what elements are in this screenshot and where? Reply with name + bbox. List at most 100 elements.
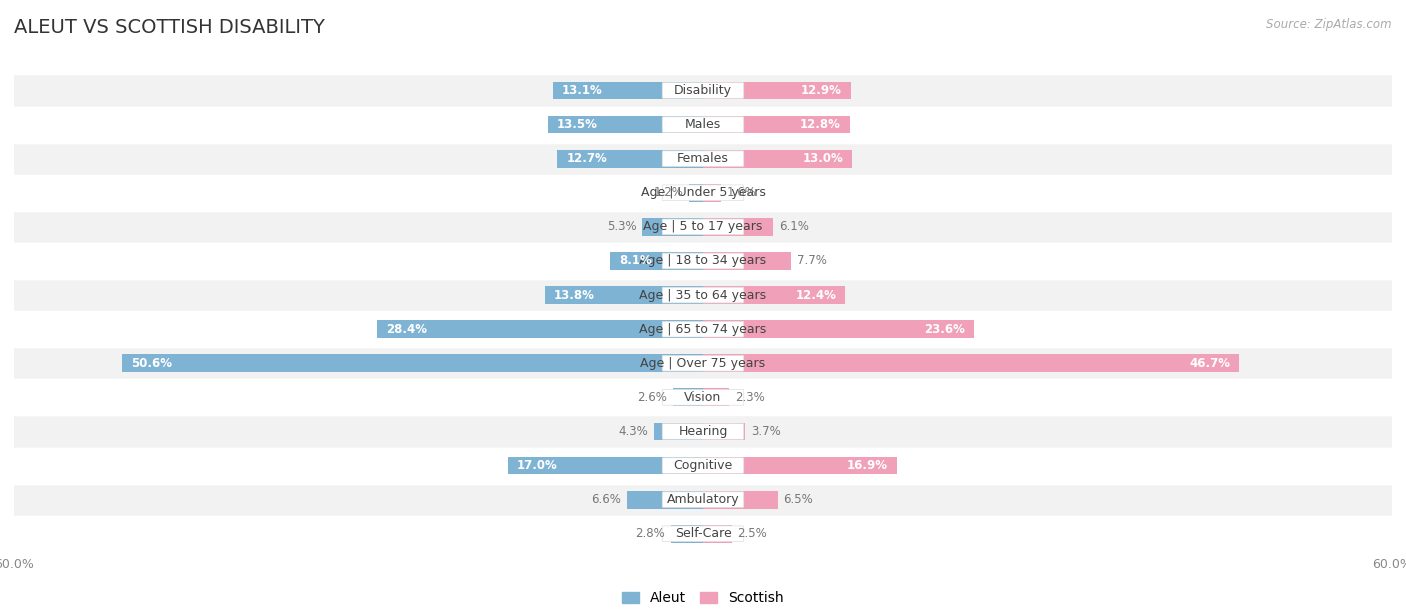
Bar	[14, 380, 1392, 414]
Bar	[703, 81, 851, 99]
Bar	[14, 244, 1392, 278]
Text: 28.4%: 28.4%	[387, 323, 427, 335]
FancyBboxPatch shape	[662, 83, 744, 99]
Text: 2.6%: 2.6%	[637, 391, 668, 404]
FancyBboxPatch shape	[662, 219, 744, 235]
Bar	[703, 286, 845, 304]
Text: 12.8%: 12.8%	[800, 118, 841, 131]
Text: 2.5%: 2.5%	[738, 528, 768, 540]
FancyBboxPatch shape	[662, 356, 744, 371]
FancyBboxPatch shape	[662, 492, 744, 507]
Text: 17.0%: 17.0%	[517, 459, 558, 472]
Text: Age | Over 75 years: Age | Over 75 years	[641, 357, 765, 370]
Bar	[544, 286, 703, 304]
Bar	[703, 457, 897, 474]
Bar	[14, 414, 1392, 449]
Text: 12.4%: 12.4%	[796, 289, 837, 302]
Text: Females: Females	[678, 152, 728, 165]
FancyBboxPatch shape	[662, 151, 744, 166]
Text: Age | Under 5 years: Age | Under 5 years	[641, 186, 765, 200]
Bar	[122, 354, 703, 372]
Bar	[14, 346, 1392, 380]
Bar	[703, 354, 1239, 372]
Text: 1.2%: 1.2%	[654, 186, 683, 200]
Text: Ambulatory: Ambulatory	[666, 493, 740, 506]
Text: Males: Males	[685, 118, 721, 131]
Text: Age | 18 to 34 years: Age | 18 to 34 years	[640, 255, 766, 267]
Bar	[557, 150, 703, 168]
FancyBboxPatch shape	[662, 185, 744, 201]
FancyBboxPatch shape	[662, 389, 744, 405]
FancyBboxPatch shape	[662, 287, 744, 303]
Bar	[703, 218, 773, 236]
Text: Self-Care: Self-Care	[675, 528, 731, 540]
Bar	[654, 423, 703, 440]
Text: 3.7%: 3.7%	[751, 425, 780, 438]
Text: 8.1%: 8.1%	[619, 255, 652, 267]
Text: Cognitive: Cognitive	[673, 459, 733, 472]
Bar	[377, 320, 703, 338]
Bar	[14, 449, 1392, 483]
Bar	[548, 116, 703, 133]
Bar	[508, 457, 703, 474]
Text: ALEUT VS SCOTTISH DISABILITY: ALEUT VS SCOTTISH DISABILITY	[14, 18, 325, 37]
Text: 6.1%: 6.1%	[779, 220, 808, 233]
Text: Source: ZipAtlas.com: Source: ZipAtlas.com	[1267, 18, 1392, 31]
Bar	[703, 525, 731, 543]
Text: Disability: Disability	[673, 84, 733, 97]
Bar	[703, 320, 974, 338]
Text: Vision: Vision	[685, 391, 721, 404]
Bar	[627, 491, 703, 509]
Bar	[553, 81, 703, 99]
Text: 16.9%: 16.9%	[846, 459, 887, 472]
Bar	[14, 483, 1392, 517]
Text: 2.8%: 2.8%	[636, 528, 665, 540]
Text: 4.3%: 4.3%	[619, 425, 648, 438]
Bar	[671, 525, 703, 543]
Text: Age | 5 to 17 years: Age | 5 to 17 years	[644, 220, 762, 233]
Bar	[703, 116, 851, 133]
Text: 13.8%: 13.8%	[554, 289, 595, 302]
FancyBboxPatch shape	[662, 526, 744, 542]
Text: 7.7%: 7.7%	[797, 255, 827, 267]
Bar	[14, 73, 1392, 108]
Text: 13.1%: 13.1%	[562, 84, 603, 97]
Text: 6.6%: 6.6%	[592, 493, 621, 506]
Text: 46.7%: 46.7%	[1189, 357, 1230, 370]
Bar	[14, 312, 1392, 346]
Bar	[703, 150, 852, 168]
Bar	[703, 423, 745, 440]
Bar	[14, 141, 1392, 176]
FancyBboxPatch shape	[662, 321, 744, 337]
Bar	[703, 389, 730, 406]
Text: 1.6%: 1.6%	[727, 186, 756, 200]
Text: 13.0%: 13.0%	[803, 152, 844, 165]
Text: 13.5%: 13.5%	[557, 118, 598, 131]
Text: 2.3%: 2.3%	[735, 391, 765, 404]
Legend: Aleut, Scottish: Aleut, Scottish	[617, 586, 789, 611]
Bar	[14, 517, 1392, 551]
Text: 5.3%: 5.3%	[607, 220, 637, 233]
Bar	[14, 210, 1392, 244]
Bar	[703, 252, 792, 270]
FancyBboxPatch shape	[662, 458, 744, 474]
Bar	[673, 389, 703, 406]
Text: Age | 35 to 64 years: Age | 35 to 64 years	[640, 289, 766, 302]
Bar	[14, 278, 1392, 312]
Bar	[689, 184, 703, 201]
Text: 6.5%: 6.5%	[783, 493, 813, 506]
FancyBboxPatch shape	[662, 424, 744, 439]
Text: Age | 65 to 74 years: Age | 65 to 74 years	[640, 323, 766, 335]
Text: 23.6%: 23.6%	[924, 323, 965, 335]
Bar	[14, 108, 1392, 141]
Text: 12.9%: 12.9%	[801, 84, 842, 97]
Bar	[703, 184, 721, 201]
FancyBboxPatch shape	[662, 117, 744, 132]
Bar	[14, 176, 1392, 210]
Bar	[610, 252, 703, 270]
Bar	[703, 491, 778, 509]
FancyBboxPatch shape	[662, 253, 744, 269]
Text: 50.6%: 50.6%	[131, 357, 172, 370]
Bar	[643, 218, 703, 236]
Text: 12.7%: 12.7%	[567, 152, 607, 165]
